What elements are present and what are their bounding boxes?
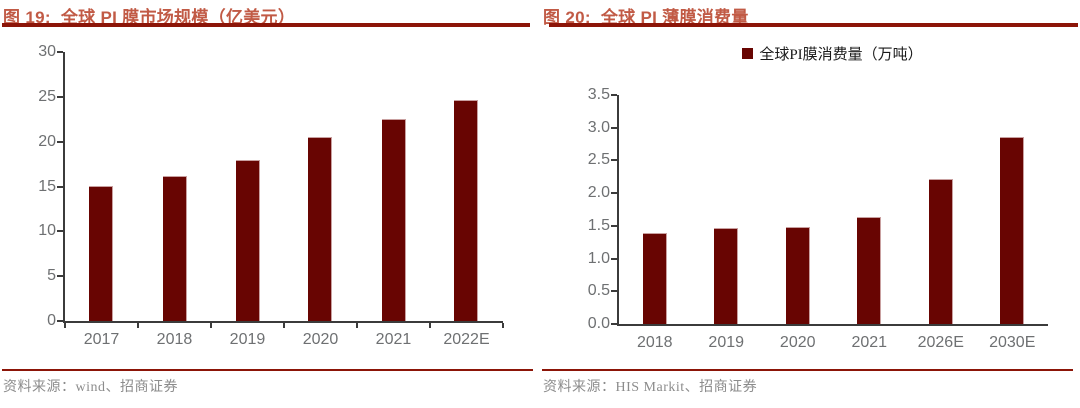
bar-2017 [89, 186, 114, 321]
y-axis-tick [611, 257, 617, 260]
y-axis-tick-label: 5 [47, 267, 56, 285]
x-axis-label: 2018 [156, 331, 193, 348]
figure-19-title: 图 19: 全球 PI 膜市场规模（亿美元） [3, 8, 296, 27]
y-axis-tick-label: 3.5 [587, 86, 610, 103]
bar-2021 [381, 119, 406, 321]
y-axis-tick [57, 140, 63, 143]
figure-20-title: 图 20: 全球 PI 薄膜消费量 [543, 8, 749, 27]
x-axis-tick [429, 323, 431, 328]
figure-20-title-rule [549, 23, 1078, 27]
bar-2019 [235, 160, 260, 321]
legend-label: 全球PI膜消费量（万吨） [759, 46, 923, 63]
y-axis-tick-label: 20 [38, 132, 56, 150]
x-axis-tick [283, 323, 285, 328]
y-axis-tick [57, 51, 63, 53]
y-axis-tick [57, 95, 63, 98]
x-axis-label: 2020 [779, 334, 816, 351]
x-axis-tick [502, 323, 504, 328]
x-axis-tick [209, 323, 212, 328]
x-axis-label: 2017 [83, 331, 120, 348]
x-axis-label: 2026E [917, 334, 964, 351]
y-axis-tick-label: 30 [38, 43, 56, 60]
bar-2026E [928, 179, 953, 324]
bar-2030E [1000, 137, 1025, 324]
bar-2020 [785, 227, 810, 324]
y-axis-tick [611, 159, 617, 162]
y-axis-tick-label: 2.5 [587, 151, 610, 169]
x-axis-label: 2020 [302, 331, 339, 348]
y-axis-tick [57, 230, 63, 233]
y-axis-tick-label: 0.5 [587, 282, 610, 300]
x-axis-label: 2021 [375, 331, 412, 348]
bar-2020 [308, 137, 333, 321]
x-axis-label: 2019 [708, 334, 745, 351]
y-axis-tick [57, 185, 63, 188]
figure-20-panel: 图 20: 全球 PI 薄膜消费量 全球PI膜消费量（万吨） 0.0 0.5 1.0… [540, 0, 1080, 408]
x-axis-tick [64, 323, 66, 328]
x-axis-tick [136, 323, 139, 328]
figure-20-source-rule [542, 369, 1073, 371]
y-axis-tick [611, 323, 617, 325]
y-axis-tick-label: 0 [47, 312, 56, 329]
y-axis-tick [57, 320, 63, 322]
y-axis-tick [611, 94, 617, 96]
figure-19-panel: 图 19: 全球 PI 膜市场规模（亿美元） 0 5 10 15 20 25 30 2017 2… [2, 8, 533, 395]
y-axis-tick-label: 1.5 [587, 216, 610, 234]
y-axis-tick [611, 290, 617, 293]
figure-19-source: 资料来源：wind、招商证券 [3, 380, 178, 395]
y-axis-tick-label: 1.0 [587, 249, 610, 267]
y-axis-tick-label: 3.0 [587, 118, 610, 136]
y-axis-tick [611, 126, 617, 129]
bar-2022E [454, 100, 479, 321]
figure-19-source-rule [2, 369, 533, 371]
bar-2018 [642, 233, 667, 324]
figure-19-chart: 0 5 10 15 20 25 30 2017 2018 2019 2020 2021 2022E [38, 43, 504, 348]
x-axis-label: 2019 [229, 331, 266, 348]
x-axis-label: 2022E [443, 331, 490, 348]
bar-2021 [857, 217, 882, 324]
x-axis-label: 2018 [636, 334, 673, 351]
y-axis-tick-label: 10 [38, 222, 56, 240]
bar-2019 [714, 228, 739, 324]
x-axis-label: 2030E [989, 334, 1036, 351]
bar-2018 [162, 176, 187, 321]
y-axis-tick-label: 15 [38, 177, 56, 195]
figure-20-chart: 0.0 0.5 1.0 1.5 2.0 2.5 3.0 3.5 2018 2019 2020 2021… [588, 86, 1048, 351]
legend-swatch-icon [742, 47, 754, 59]
y-axis-tick-label: 0.0 [587, 315, 610, 332]
x-axis-label: 2021 [851, 334, 888, 351]
y-axis-tick-label: 25 [38, 87, 56, 105]
y-axis-tick [611, 224, 617, 227]
y-axis-tick [611, 192, 617, 195]
figure-20-source: 资料来源：HIS Markit、招商证券 [543, 380, 758, 395]
figure-19-title-rule [2, 23, 530, 27]
x-axis-tick [355, 323, 358, 328]
figure-20-legend: 全球PI膜消费量（万吨） [617, 44, 1048, 63]
y-axis-tick [57, 275, 63, 278]
y-axis-tick-label: 2.0 [587, 184, 610, 202]
